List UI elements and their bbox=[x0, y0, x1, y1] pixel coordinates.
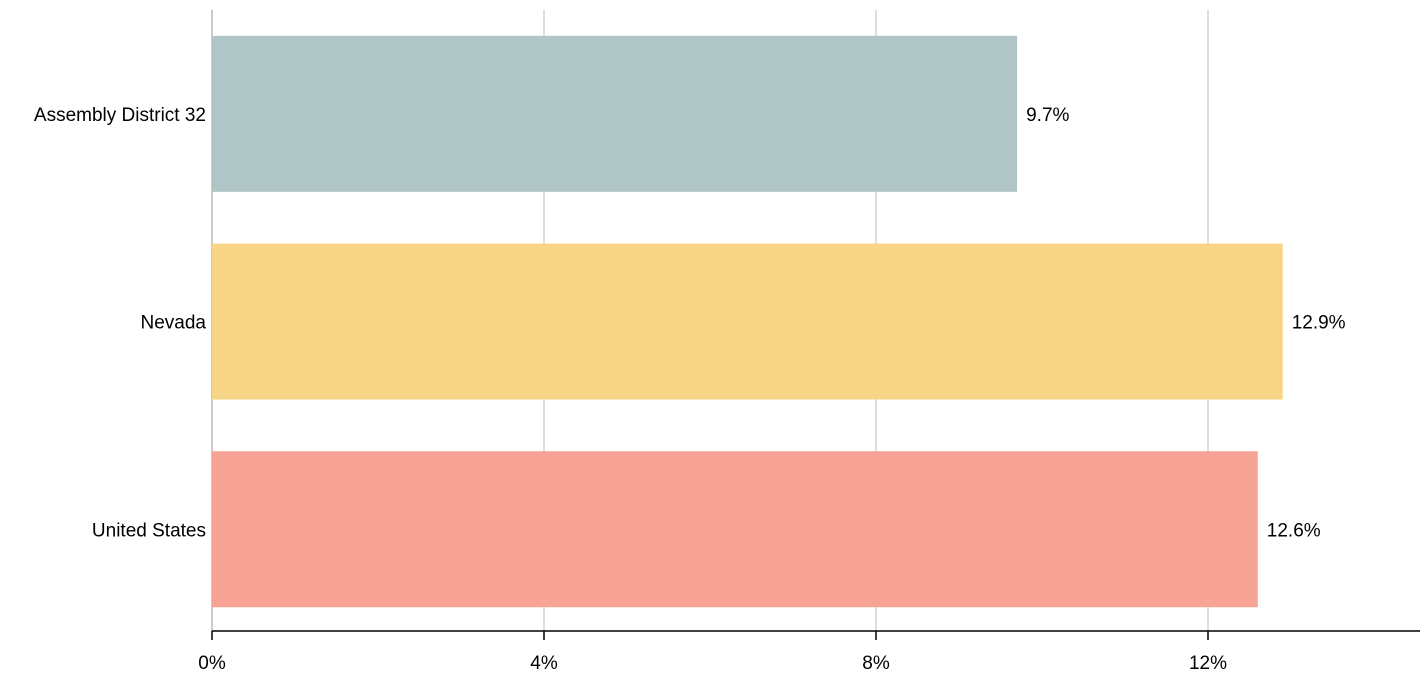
bar bbox=[212, 243, 1283, 400]
bars bbox=[212, 35, 1283, 608]
category-label: Nevada bbox=[141, 313, 207, 334]
value-label: 12.9% bbox=[1292, 313, 1346, 334]
x-tick-label: 8% bbox=[862, 653, 890, 674]
value-label: 12.6% bbox=[1267, 520, 1321, 541]
x-tick-label: 4% bbox=[530, 653, 558, 674]
x-axis: 0% 4% 8% 12% bbox=[198, 630, 1420, 674]
bar bbox=[212, 35, 1018, 192]
labels: Assembly District 32 9.7% Nevada 12.9% Unite… bbox=[34, 105, 1346, 541]
value-label: 9.7% bbox=[1026, 105, 1069, 126]
category-label: United States bbox=[92, 520, 206, 541]
x-tick-label: 12% bbox=[1189, 653, 1227, 674]
x-tick-label: 0% bbox=[198, 653, 226, 674]
bar bbox=[212, 451, 1258, 608]
category-label: Assembly District 32 bbox=[34, 105, 206, 126]
